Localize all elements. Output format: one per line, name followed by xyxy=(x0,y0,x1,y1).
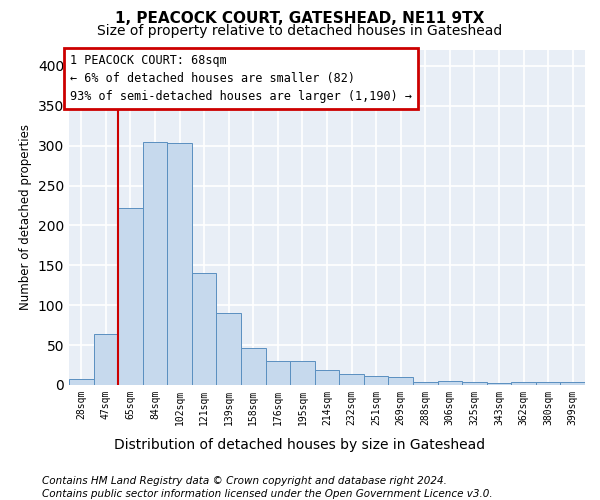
Bar xyxy=(241,348,266,385)
Bar xyxy=(118,208,143,385)
Text: 1, PEACOCK COURT, GATESHEAD, NE11 9TX: 1, PEACOCK COURT, GATESHEAD, NE11 9TX xyxy=(115,11,485,26)
Bar xyxy=(536,382,560,385)
Text: Distribution of detached houses by size in Gateshead: Distribution of detached houses by size … xyxy=(115,438,485,452)
Bar xyxy=(143,142,167,385)
Bar xyxy=(388,377,413,385)
Bar xyxy=(511,382,536,385)
Text: Contains HM Land Registry data © Crown copyright and database right 2024.: Contains HM Land Registry data © Crown c… xyxy=(42,476,447,486)
Bar xyxy=(69,378,94,385)
Bar xyxy=(290,361,315,385)
Bar xyxy=(217,313,241,385)
Text: Size of property relative to detached houses in Gateshead: Size of property relative to detached ho… xyxy=(97,24,503,38)
Bar xyxy=(315,370,339,385)
Y-axis label: Number of detached properties: Number of detached properties xyxy=(19,124,32,310)
Text: Contains public sector information licensed under the Open Government Licence v3: Contains public sector information licen… xyxy=(42,489,493,499)
Bar xyxy=(413,382,437,385)
Bar xyxy=(487,382,511,385)
Bar xyxy=(167,144,192,385)
Bar xyxy=(364,376,388,385)
Bar xyxy=(437,381,462,385)
Bar xyxy=(560,382,585,385)
Bar xyxy=(462,382,487,385)
Bar xyxy=(339,374,364,385)
Text: 1 PEACOCK COURT: 68sqm
← 6% of detached houses are smaller (82)
93% of semi-deta: 1 PEACOCK COURT: 68sqm ← 6% of detached … xyxy=(70,54,412,103)
Bar xyxy=(94,334,118,385)
Bar xyxy=(266,361,290,385)
Bar xyxy=(192,274,217,385)
